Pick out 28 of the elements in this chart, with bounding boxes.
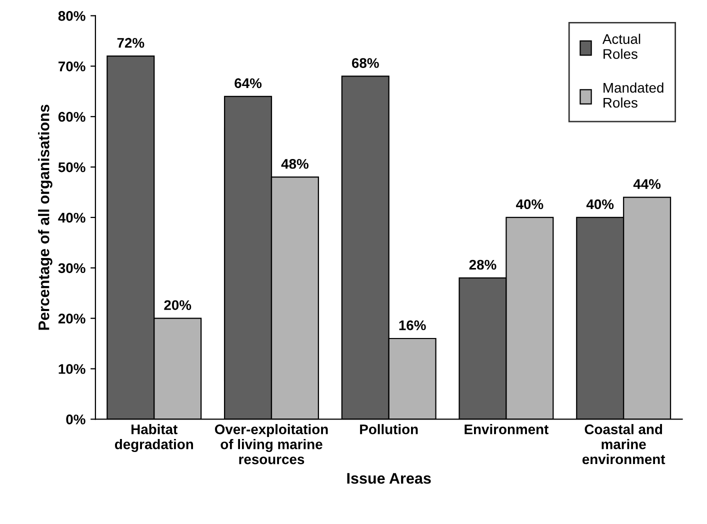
- x-tick-label: Over-exploitation of living marine resources: [214, 424, 328, 464]
- data-label: 28%: [469, 260, 496, 270]
- y-tick-label: 80%: [58, 11, 86, 21]
- x-tick-label: Coastal and marine environment: [582, 424, 666, 464]
- x-tick-label: Pollution: [360, 424, 418, 434]
- data-label: 20%: [164, 300, 192, 310]
- data-label: 48%: [281, 158, 308, 169]
- data-label: 68%: [352, 58, 379, 68]
- data-label: 72%: [117, 38, 144, 48]
- x-tick-label: Habitat degradation: [114, 424, 194, 452]
- legend-label: Mandated Roles: [604, 82, 664, 108]
- y-tick-label: 0%: [66, 414, 86, 424]
- data-label: 64%: [234, 78, 262, 88]
- legend-label: Actual Roles: [602, 34, 640, 59]
- data-label: 40%: [586, 199, 614, 210]
- x-axis-title: Issue Areas: [347, 473, 431, 484]
- y-tick-label: 30%: [58, 263, 86, 274]
- y-axis-title: Percentage of all organisations: [38, 104, 52, 330]
- data-label: 40%: [516, 199, 544, 210]
- y-tick-label: 50%: [58, 162, 86, 172]
- x-tick-label: Environment: [464, 424, 548, 434]
- y-tick-label: 60%: [58, 112, 86, 122]
- y-tick-label: 70%: [58, 61, 86, 72]
- data-label: 44%: [633, 179, 661, 189]
- y-tick-label: 10%: [58, 364, 86, 374]
- y-tick-label: 40%: [58, 212, 86, 223]
- data-label: 16%: [399, 320, 426, 330]
- y-tick-label: 20%: [58, 314, 86, 324]
